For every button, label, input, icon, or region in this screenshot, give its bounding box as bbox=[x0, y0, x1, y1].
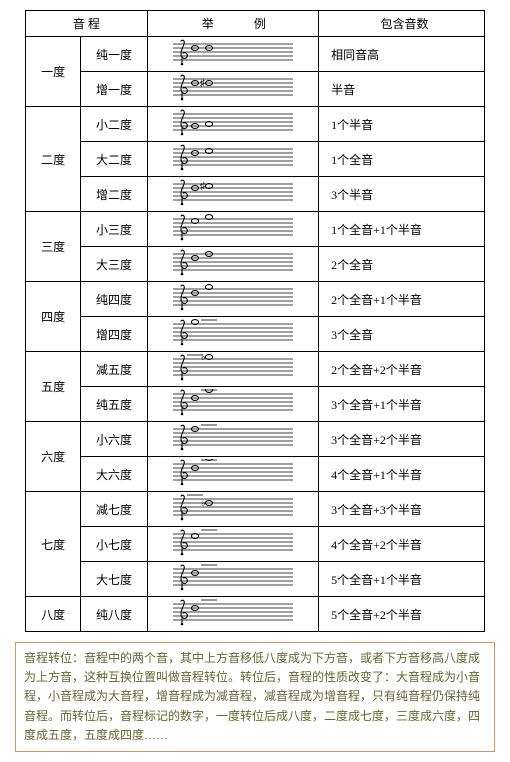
hdr-example: 举例 bbox=[147, 11, 318, 37]
count-cell: 4个全音+2个半音 bbox=[319, 527, 485, 562]
example-cell bbox=[147, 527, 318, 562]
count-cell: 5个全音+2个半音 bbox=[319, 597, 485, 632]
count-cell: 1个半音 bbox=[319, 107, 485, 142]
table-row: 大六度 4个全音+1个半音 bbox=[26, 457, 485, 492]
count-cell: 2个全音 bbox=[319, 247, 485, 282]
table-row: 增四度 3个全音 bbox=[26, 317, 485, 352]
count-cell: 1个全音+1个半音 bbox=[319, 212, 485, 247]
table-row: 七度减七度♭3个全音+3个半音 bbox=[26, 492, 485, 527]
example-cell: ♭ bbox=[147, 352, 318, 387]
subtype-cell: 大六度 bbox=[81, 457, 147, 492]
count-cell: 1个全音 bbox=[319, 142, 485, 177]
table-row: 增二度 ♯ 3个半音 bbox=[26, 177, 485, 212]
example-cell bbox=[147, 597, 318, 632]
example-cell bbox=[147, 457, 318, 492]
subtype-cell: 减五度 bbox=[81, 352, 147, 387]
subtype-cell: 小七度 bbox=[81, 527, 147, 562]
subtype-cell: 增二度 bbox=[81, 177, 147, 212]
subtype-cell: 大三度 bbox=[81, 247, 147, 282]
example-cell bbox=[147, 37, 318, 72]
example-cell bbox=[147, 387, 318, 422]
footnote-box: 音程转位：音程中的两个音，其中上方音移低八度成为下方音，或者下方音移高八度成为上… bbox=[15, 642, 495, 752]
count-cell: 3个半音 bbox=[319, 177, 485, 212]
subtype-cell: 大七度 bbox=[81, 562, 147, 597]
count-cell: 相同音高 bbox=[319, 37, 485, 72]
example-cell bbox=[147, 212, 318, 247]
example-cell bbox=[147, 317, 318, 352]
example-cell bbox=[147, 142, 318, 177]
example-cell: ♯ bbox=[147, 72, 318, 107]
table-row: 大七度 5个全音+1个半音 bbox=[26, 562, 485, 597]
table-row: 大二度 1个全音 bbox=[26, 142, 485, 177]
group-cell: 三度 bbox=[26, 212, 81, 282]
subtype-cell: 小二度 bbox=[81, 107, 147, 142]
example-cell bbox=[147, 107, 318, 142]
table-row: 小七度 4个全音+2个半音 bbox=[26, 527, 485, 562]
example-cell bbox=[147, 422, 318, 457]
svg-text:♭: ♭ bbox=[201, 354, 206, 363]
header-row: 音 程 举例 包含音数 bbox=[26, 11, 485, 37]
count-cell: 2个全音+1个半音 bbox=[319, 282, 485, 317]
subtype-cell: 纯四度 bbox=[81, 282, 147, 317]
subtype-cell: 小三度 bbox=[81, 212, 147, 247]
group-cell: 七度 bbox=[26, 492, 81, 597]
count-cell: 半音 bbox=[319, 72, 485, 107]
count-cell: 3个全音+2个半音 bbox=[319, 422, 485, 457]
group-cell: 二度 bbox=[26, 107, 81, 212]
footnote-text: 音程转位：音程中的两个音，其中上方音移低八度成为下方音，或者下方音移高八度成为上… bbox=[24, 651, 480, 742]
table-row: 六度小六度3个全音+2个半音 bbox=[26, 422, 485, 457]
table-row: 大三度 2个全音 bbox=[26, 247, 485, 282]
table-row: 四度纯四度2个全音+1个半音 bbox=[26, 282, 485, 317]
subtype-cell: 小六度 bbox=[81, 422, 147, 457]
subtype-cell: 减七度 bbox=[81, 492, 147, 527]
subtype-cell: 大二度 bbox=[81, 142, 147, 177]
count-cell: 5个全音+1个半音 bbox=[319, 562, 485, 597]
table-row: 纯五度 3个全音+1个半音 bbox=[26, 387, 485, 422]
example-cell bbox=[147, 562, 318, 597]
hdr-count: 包含音数 bbox=[319, 11, 485, 37]
example-cell bbox=[147, 282, 318, 317]
svg-text:♯: ♯ bbox=[200, 181, 205, 192]
subtype-cell: 增四度 bbox=[81, 317, 147, 352]
group-cell: 八度 bbox=[26, 597, 81, 632]
subtype-cell: 纯五度 bbox=[81, 387, 147, 422]
example-cell: ♯ bbox=[147, 177, 318, 212]
svg-text:♯: ♯ bbox=[200, 78, 205, 89]
count-cell: 3个全音+1个半音 bbox=[319, 387, 485, 422]
group-cell: 四度 bbox=[26, 282, 81, 352]
table-row: 增一度 ♯ 半音 bbox=[26, 72, 485, 107]
group-cell: 五度 bbox=[26, 352, 81, 422]
count-cell: 3个全音+3个半音 bbox=[319, 492, 485, 527]
group-cell: 一度 bbox=[26, 37, 81, 107]
intervals-table: 音 程 举例 包含音数 一度纯一度 相同音高增一度 ♯ 半音二度小二度 1个半音大二度 1… bbox=[25, 10, 485, 632]
table-row: 二度小二度1个半音 bbox=[26, 107, 485, 142]
example-cell: ♭ bbox=[147, 492, 318, 527]
group-cell: 六度 bbox=[26, 422, 81, 492]
subtype-cell: 纯一度 bbox=[81, 37, 147, 72]
count-cell: 3个全音 bbox=[319, 317, 485, 352]
subtype-cell: 增一度 bbox=[81, 72, 147, 107]
table-row: 八度纯八度 5个全音+2个半音 bbox=[26, 597, 485, 632]
count-cell: 4个全音+1个半音 bbox=[319, 457, 485, 492]
table-row: 三度小三度1个全音+1个半音 bbox=[26, 212, 485, 247]
count-cell: 2个全音+2个半音 bbox=[319, 352, 485, 387]
table-row: 一度纯一度相同音高 bbox=[26, 37, 485, 72]
subtype-cell: 纯八度 bbox=[81, 597, 147, 632]
example-cell bbox=[147, 247, 318, 282]
table-row: 五度减五度♭2个全音+2个半音 bbox=[26, 352, 485, 387]
hdr-group: 音 程 bbox=[26, 11, 148, 37]
